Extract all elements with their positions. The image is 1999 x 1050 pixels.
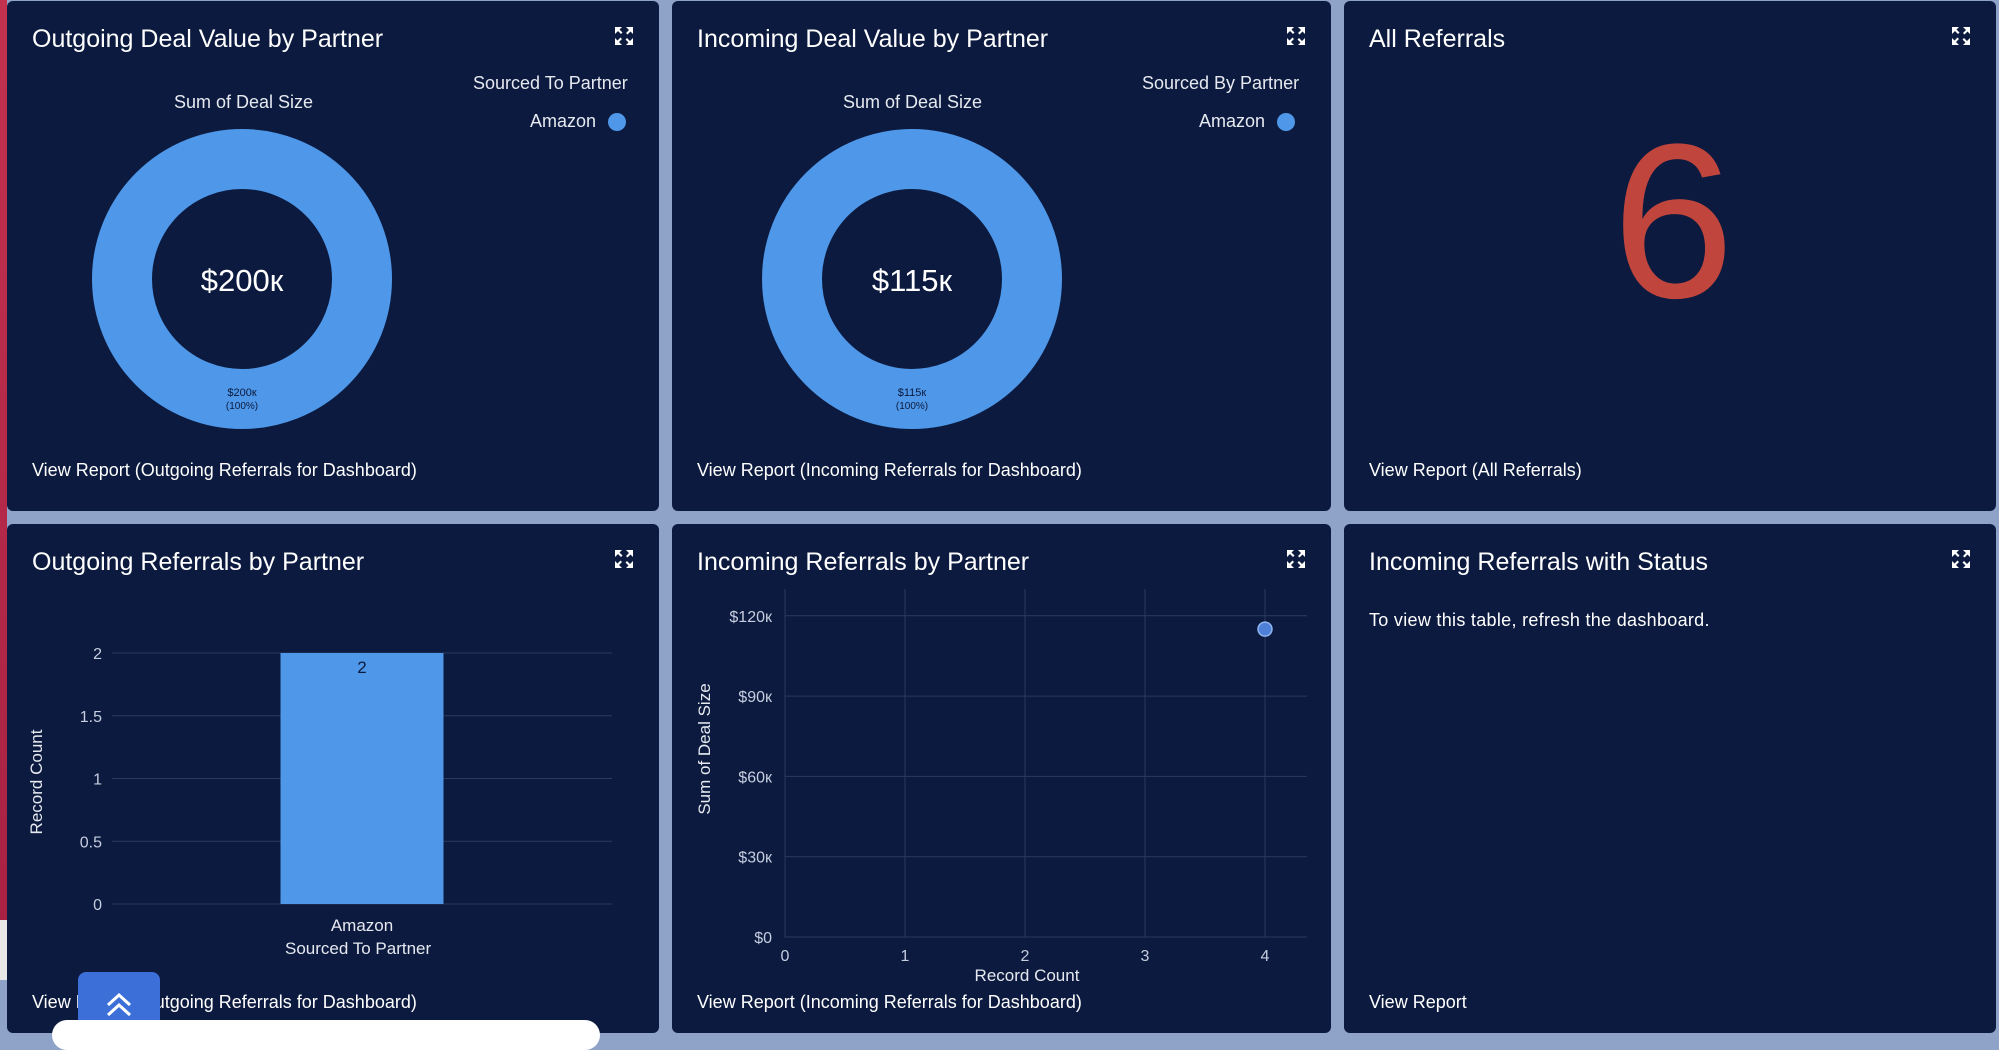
legend-dot <box>608 112 627 131</box>
tile-incoming-deal-value: Incoming Deal Value by Partner Sum of De… <box>672 1 1331 511</box>
tile-title: All Referrals <box>1369 25 1506 53</box>
scatter-point[interactable] <box>1257 621 1273 637</box>
y-tick-label: $60к <box>738 769 773 786</box>
x-tick-label: 2 <box>1021 948 1030 965</box>
y-tick-label: 2 <box>93 646 102 663</box>
slice-value-label: $200к <box>227 387 256 399</box>
x-tick-label: Amazon <box>331 916 393 935</box>
slice-value-label: $115к <box>898 387 927 399</box>
tile-incoming-status: Incoming Referrals with Status To view t… <box>1344 524 1996 1033</box>
metric-value: 6 <box>1612 98 1735 344</box>
expand-icon[interactable] <box>613 25 635 47</box>
tile-all-referrals: All Referrals 6 View Report (All Referra… <box>1344 1 1996 511</box>
x-axis-label: Record Count <box>975 966 1080 985</box>
expand-icon[interactable] <box>1285 548 1307 570</box>
expand-icon[interactable] <box>613 548 635 570</box>
expand-icon[interactable] <box>1285 25 1307 47</box>
chart-subtitle: Sum of Deal Size <box>843 92 983 112</box>
donut-center-value: $200к <box>201 263 284 298</box>
donut-slice-amazon[interactable] <box>92 129 392 429</box>
scatter-chart: $0 $30к $60к $90к $120к 0 1 2 3 4 Sum of Deal Si… <box>695 589 1307 985</box>
legend-item-amazon[interactable]: Amazon <box>530 111 627 132</box>
y-tick-label: 1 <box>93 772 102 789</box>
y-tick-label: 0 <box>93 897 102 914</box>
chart-subtitle: Sum of Deal Size <box>174 92 314 112</box>
y-tick-label: 1.5 <box>80 709 102 726</box>
legend-title: Sourced By Partner <box>1142 73 1300 93</box>
legend-label: Amazon <box>1199 111 1266 131</box>
y-tick-label: $0 <box>754 930 772 947</box>
tile-title: Incoming Referrals by Partner <box>697 548 1030 576</box>
tile-incoming-referrals: Incoming Referrals by Partner $0 $30к $60к… <box>672 524 1331 1033</box>
x-tick-label: 4 <box>1261 948 1270 965</box>
y-axis-label: Record Count <box>27 729 46 834</box>
donut-chart: $200к $200к (100%) <box>92 129 392 429</box>
view-report-link[interactable]: View Report <box>1369 992 1467 1012</box>
x-tick-label: 1 <box>901 948 910 965</box>
x-tick-label: 0 <box>781 948 790 965</box>
tile-title: Outgoing Deal Value by Partner <box>32 25 384 53</box>
bar-value-label: 2 <box>357 658 366 677</box>
y-tick-label: $30к <box>738 850 773 867</box>
tile-title: Incoming Referrals with Status <box>1369 548 1709 576</box>
view-report-link[interactable]: View Report (Incoming Referrals for Dash… <box>697 460 1082 480</box>
tile-title: Incoming Deal Value by Partner <box>697 25 1049 53</box>
y-tick-label: $90к <box>738 689 773 706</box>
double-chevron-up-icon <box>106 992 132 1017</box>
tile-outgoing-referrals: Outgoing Referrals by Partner 0 0.5 1 1.5 2 … <box>7 524 659 1033</box>
donut-chart: $115к $115к (100%) <box>762 129 1062 429</box>
slice-percent-label: (100%) <box>226 401 258 412</box>
bottom-utility-bar[interactable] <box>52 1020 600 1050</box>
donut-slice-amazon[interactable] <box>762 129 1062 429</box>
legend-dot <box>1277 112 1296 131</box>
background-strip <box>0 0 7 920</box>
view-report-link[interactable]: View Report (All Referrals) <box>1369 460 1582 480</box>
legend-title: Sourced To Partner <box>473 73 628 93</box>
expand-icon[interactable] <box>1950 548 1972 570</box>
view-report-link[interactable]: View Report (Outgoing Referrals for Dash… <box>32 460 417 480</box>
legend-label: Amazon <box>530 111 597 131</box>
legend-item-amazon[interactable]: Amazon <box>1199 111 1296 132</box>
y-tick-label: $120к <box>729 609 773 626</box>
tile-title: Outgoing Referrals by Partner <box>32 548 365 576</box>
tile-outgoing-deal-value: Outgoing Deal Value by Partner Sum of De… <box>7 1 659 511</box>
bar-amazon[interactable] <box>280 653 444 904</box>
y-axis-label: Sum of Deal Size <box>695 683 714 814</box>
background-strip-lower <box>0 920 7 980</box>
view-report-link[interactable]: View Report (Incoming Referrals for Dash… <box>697 992 1082 1012</box>
y-tick-label: 0.5 <box>80 834 102 851</box>
donut-center-value: $115к <box>872 263 953 298</box>
bar-chart: 00.511.52 2 Amazon Record Count Sourced … <box>27 646 612 935</box>
x-axis-title: Sourced To Partner <box>285 939 432 958</box>
refresh-message: To view this table, refresh the dashboar… <box>1369 610 1710 630</box>
expand-icon[interactable] <box>1950 25 1972 47</box>
slice-percent-label: (100%) <box>896 401 928 412</box>
x-tick-label: 3 <box>1141 948 1150 965</box>
